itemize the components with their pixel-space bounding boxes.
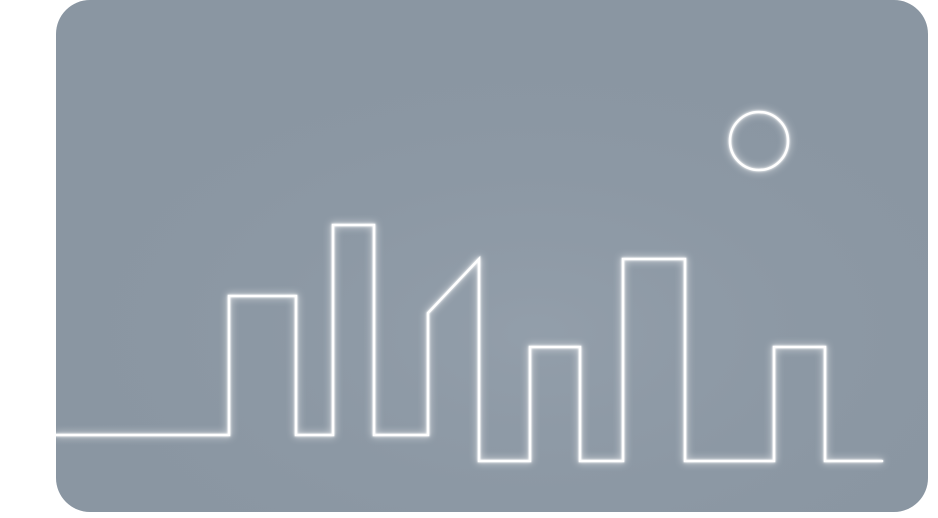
- moon-icon: [728, 110, 790, 172]
- card-highlight: [56, 0, 928, 512]
- skyline-outline: [56, 223, 884, 463]
